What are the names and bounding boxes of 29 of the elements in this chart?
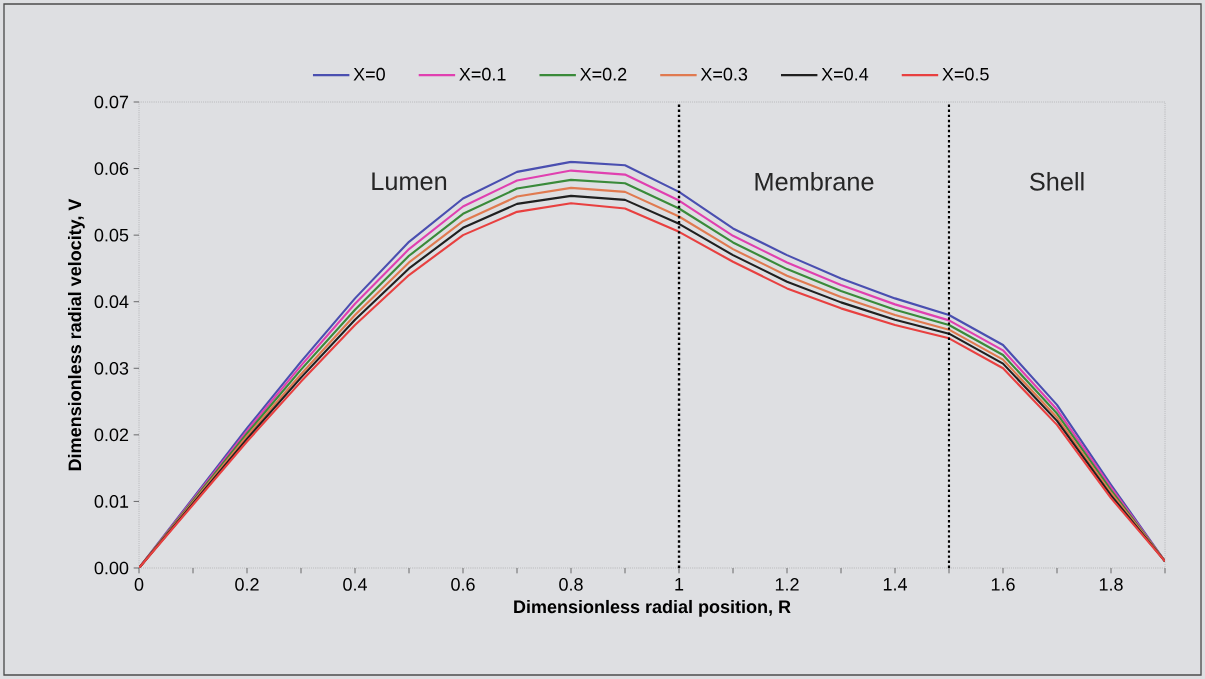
x-tick-label: 1 bbox=[675, 578, 684, 591]
y-tick-label: 0.02 bbox=[94, 428, 129, 442]
x-tick-label: 1.8 bbox=[1099, 578, 1123, 591]
x-tick-label: 1.6 bbox=[991, 578, 1015, 591]
x-tick-label: 0.4 bbox=[343, 578, 367, 591]
legend-label: X=0.4 bbox=[821, 67, 869, 81]
annotation: Shell bbox=[1029, 172, 1084, 191]
annotation: Membrane bbox=[755, 172, 874, 191]
legend-label: X=0.1 bbox=[459, 67, 506, 81]
annotation: Lumen bbox=[372, 172, 447, 191]
y-tick-label: 0.06 bbox=[94, 162, 129, 175]
y-axis-title: Dimensionless radial velocity, V bbox=[67, 198, 85, 471]
legend-label: X=0 bbox=[353, 67, 385, 81]
y-tick-label: 0.04 bbox=[94, 295, 129, 309]
legend-label: X=0.2 bbox=[580, 67, 627, 81]
y-tick-label: 0.00 bbox=[94, 561, 129, 575]
y-tick-label: 0.07 bbox=[94, 95, 129, 109]
y-tick-label: 0.05 bbox=[94, 228, 129, 242]
x-tick-label: 0.6 bbox=[451, 578, 475, 591]
x-tick-label: 0.8 bbox=[559, 578, 583, 591]
x-tick-label: 0 bbox=[134, 578, 144, 591]
x-axis-title: Dimensionless radial position, R bbox=[514, 599, 791, 617]
x-tick-label: 1.4 bbox=[883, 578, 907, 591]
legend-label: X=0.3 bbox=[700, 67, 748, 81]
y-tick-label: 0.03 bbox=[94, 361, 129, 375]
x-tick-label: 0.2 bbox=[235, 578, 259, 591]
y-tick-label: 0.01 bbox=[94, 495, 129, 508]
x-tick-label: 1.2 bbox=[775, 578, 799, 591]
legend-label: X=0.5 bbox=[942, 67, 989, 81]
